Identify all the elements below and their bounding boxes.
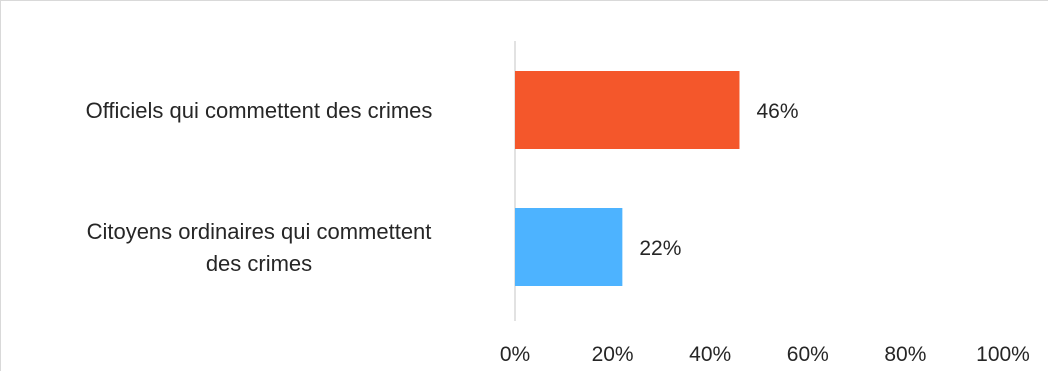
- x-tick-label: 60%: [787, 343, 829, 366]
- x-tick-label: 80%: [884, 343, 926, 366]
- category-label-line: Citoyens ordinaires qui commettent: [87, 219, 432, 244]
- bar: [515, 208, 623, 286]
- bar: [515, 71, 740, 149]
- category-label: Citoyens ordinaires qui commettent des cr…: [87, 219, 432, 276]
- data-label: 22%: [639, 237, 681, 260]
- x-tick-label: 20%: [592, 343, 634, 366]
- category-label-line: des crimes: [206, 251, 312, 276]
- x-tick-label: 100%: [976, 343, 1030, 366]
- data-label: 46%: [756, 100, 798, 123]
- x-tick-label: 0%: [500, 343, 530, 366]
- x-tick-label: 40%: [689, 343, 731, 366]
- category-label: Officiels qui commettent des crimes: [86, 98, 433, 123]
- category-label-line: Officiels qui commettent des crimes: [86, 98, 433, 123]
